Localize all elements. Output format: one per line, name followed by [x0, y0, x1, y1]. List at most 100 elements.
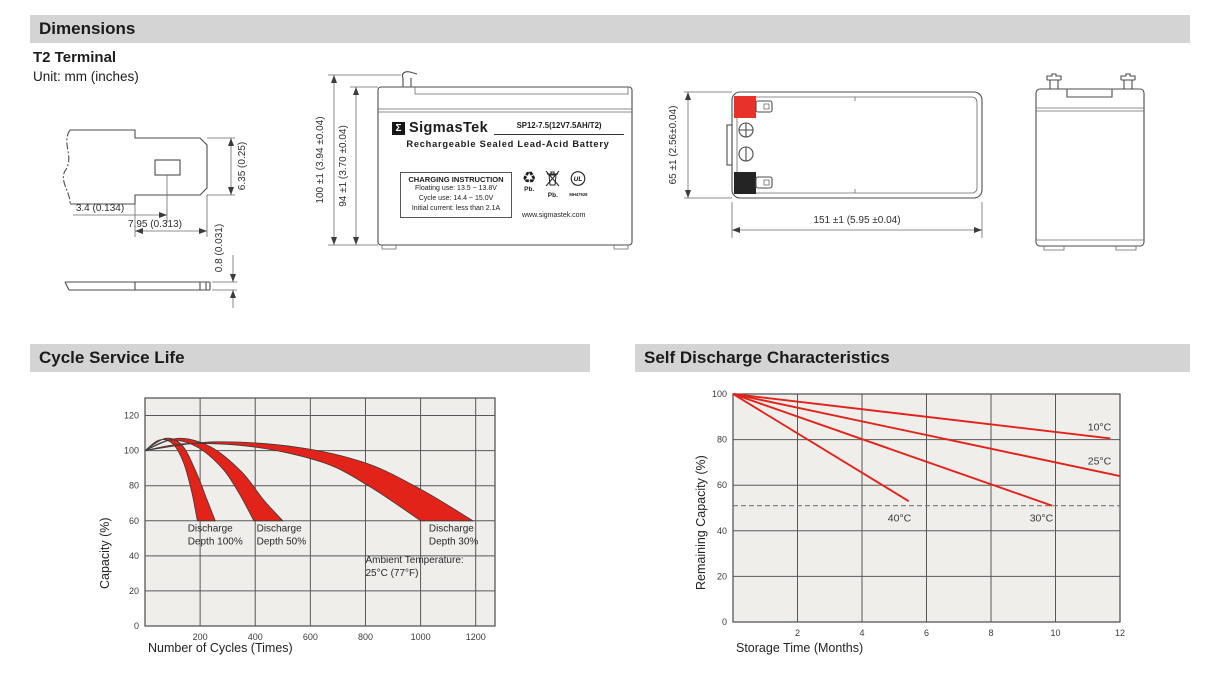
x-tick-label: 8	[988, 628, 993, 638]
dim-total-height: 100 ±1 (3.94 ±0.04)	[315, 116, 326, 203]
dim-top-width: 151 ±1 (5.95 ±0.04)	[813, 215, 900, 226]
y-tick-label: 80	[717, 435, 727, 445]
y-tick-label: 60	[717, 480, 727, 490]
ul-mark: UL MH47929	[569, 171, 588, 197]
x-tick-label: 200	[193, 632, 208, 642]
bin-pb-text: Pb.	[547, 192, 558, 199]
chart-annotation: 25°C (77°F)	[365, 568, 418, 579]
series-label: 10°C	[1088, 421, 1112, 433]
y-tick-label: 40	[717, 526, 727, 536]
x-tick-label: 2	[795, 628, 800, 638]
brand-row: Σ SigmasTek SP12-7.5(12V7.5AH/T2)	[392, 115, 624, 135]
chart-annotation: Depth 50%	[257, 536, 307, 547]
top-view-drawing: 65 ±1 (2.56±0.04) 151 ±1 (5.95 ±0.04)	[668, 91, 983, 238]
website-text: www.sigmastek.com	[522, 212, 586, 219]
charging-line: Initial current: less than 2.1A	[411, 205, 501, 213]
terminal-detail-drawing: 3.4 (0.134) 7.95 (0.313) 6.35 (0.25) 0.8…	[62, 129, 248, 308]
battery-label: Σ SigmasTek SP12-7.5(12V7.5AH/T2) Rechar…	[392, 115, 624, 219]
dim-body-height: 94 ±1 (3.70 ±0.04)	[338, 125, 349, 207]
x-tick-label: 800	[358, 632, 373, 642]
top-view-dimensions: 65 ±1 (2.56±0.04) 151 ±1 (5.95 ±0.04)	[668, 91, 983, 238]
front-view-dimensions: 100 ±1 (3.94 ±0.04) 94 ±1 (3.70 ±0.04)	[315, 74, 401, 246]
temperature-series-line	[732, 393, 1121, 478]
dim-tab-length: 7.95 (0.313)	[128, 219, 182, 230]
recycle-pb-icon: ♻ Pb.	[522, 170, 537, 194]
section-header-self-discharge: Self Discharge Characteristics	[635, 344, 1190, 372]
charging-title: CHARGING INSTRUCTION	[408, 175, 504, 184]
cycle-chart-y-axis-label: Capacity (%)	[98, 517, 112, 589]
model-number: SP12-7.5(12V7.5AH/T2)	[516, 121, 602, 130]
ul-letters: UL	[574, 176, 583, 183]
y-tick-label: 0	[134, 621, 139, 631]
charging-line: Cycle use: 14.4 ~ 15.0V	[418, 195, 494, 203]
positive-terminal-marker	[734, 96, 756, 118]
section-header-cycle-service-life: Cycle Service Life	[30, 344, 590, 372]
battery-front-body	[377, 71, 633, 250]
chart-annotation: Depth 30%	[429, 536, 479, 547]
chart-annotation: Discharge	[429, 523, 474, 534]
y-tick-label: 40	[129, 551, 139, 561]
front-view-outline: 100 ±1 (3.94 ±0.04) 94 ±1 (3.70 ±0.04)	[315, 71, 633, 250]
end-view-drawing	[1035, 73, 1145, 251]
x-tick-label: 6	[924, 628, 929, 638]
y-tick-label: 0	[722, 617, 727, 627]
chart-annotation: Discharge	[188, 523, 233, 534]
self-discharge-y-axis-label: Remaining Capacity (%)	[694, 455, 708, 590]
series-label: 25°C	[1088, 456, 1112, 468]
model-underline: SP12-7.5(12V7.5AH/T2)	[494, 115, 624, 135]
discharge-depth-band	[144, 437, 216, 522]
series-label: 30°C	[1030, 513, 1054, 525]
sigma-logo: Σ	[392, 122, 405, 135]
x-tick-label: 4	[859, 628, 864, 638]
dim-top-height: 65 ±1 (2.56±0.04)	[668, 106, 679, 185]
x-tick-label: 400	[248, 632, 263, 642]
plot-border	[144, 397, 496, 627]
charging-instruction-box: CHARGING INSTRUCTION Floating use: 13.5 …	[400, 172, 512, 219]
y-tick-label: 20	[717, 571, 727, 581]
x-tick-label: 1200	[466, 632, 486, 642]
plot-border	[732, 393, 1121, 623]
y-tick-label: 20	[129, 586, 139, 596]
x-tick-label: 1000	[411, 632, 431, 642]
negative-terminal-marker	[734, 172, 756, 194]
terminal-dimensions: 3.4 (0.134) 7.95 (0.313) 6.35 (0.25) 0.8…	[64, 137, 248, 308]
self-discharge-chart: 2 4 6 8 10 12 0 20 40 60 80 100 10°C 25°C 30°C 40°C	[712, 389, 1125, 638]
temperature-series-line	[732, 393, 1053, 507]
ul-icon: UL	[571, 171, 586, 186]
battery-top-body	[726, 91, 983, 199]
label-icons-row: ♻ Pb. Pb. UL MH47929	[522, 170, 588, 200]
crossed-bin-pb-icon: Pb.	[545, 170, 560, 199]
temperature-series-line	[732, 393, 910, 502]
battery-end-body	[1035, 73, 1145, 251]
battery-subtitle: Rechargeable Sealed Lead-Acid Battery	[406, 139, 610, 149]
brand-name: SigmasTek	[409, 120, 489, 136]
discharge-depth-band	[144, 441, 475, 522]
x-tick-label: 600	[303, 632, 318, 642]
recycle-icon: ♻	[522, 170, 537, 187]
recycle-pb-text: Pb.	[524, 186, 535, 193]
chart-annotation: Ambient Temperature:	[365, 555, 463, 566]
chart-annotation: Discharge	[257, 523, 302, 534]
y-tick-label: 100	[124, 446, 139, 456]
y-tick-label: 80	[129, 481, 139, 491]
temperature-series-line	[732, 393, 1111, 440]
terminal-type-title: T2 Terminal	[33, 49, 117, 66]
ul-file-number: MH47929	[569, 192, 588, 197]
front-view-drawing: 100 ±1 (3.94 ±0.04) 94 ±1 (3.70 ±0.04) Σ…	[312, 65, 642, 275]
cycle-service-life-chart: 200 400 600 800 1000 1200 0 20 40 60 80 100 120 Disch…	[124, 397, 496, 642]
cycle-chart-x-axis-label: Number of Cycles (Times)	[148, 641, 293, 655]
series-label: 40°C	[888, 513, 912, 525]
charging-line: Floating use: 13.5 ~ 13.8V	[415, 185, 497, 192]
y-tick-label: 60	[129, 516, 139, 526]
x-tick-label: 10	[1050, 628, 1060, 638]
y-tick-label: 100	[712, 389, 727, 399]
dim-hole-offset: 3.4 (0.134)	[76, 203, 124, 214]
x-tick-label: 12	[1115, 628, 1125, 638]
self-discharge-x-axis-label: Storage Time (Months)	[736, 641, 864, 655]
unit-note: Unit: mm (inches)	[33, 69, 139, 84]
chart-annotation: Depth 100%	[188, 536, 243, 547]
dim-tab-width: 6.35 (0.25)	[237, 142, 248, 190]
crossed-bin-icon	[545, 170, 560, 187]
section-header-dimensions: Dimensions	[30, 15, 1190, 43]
